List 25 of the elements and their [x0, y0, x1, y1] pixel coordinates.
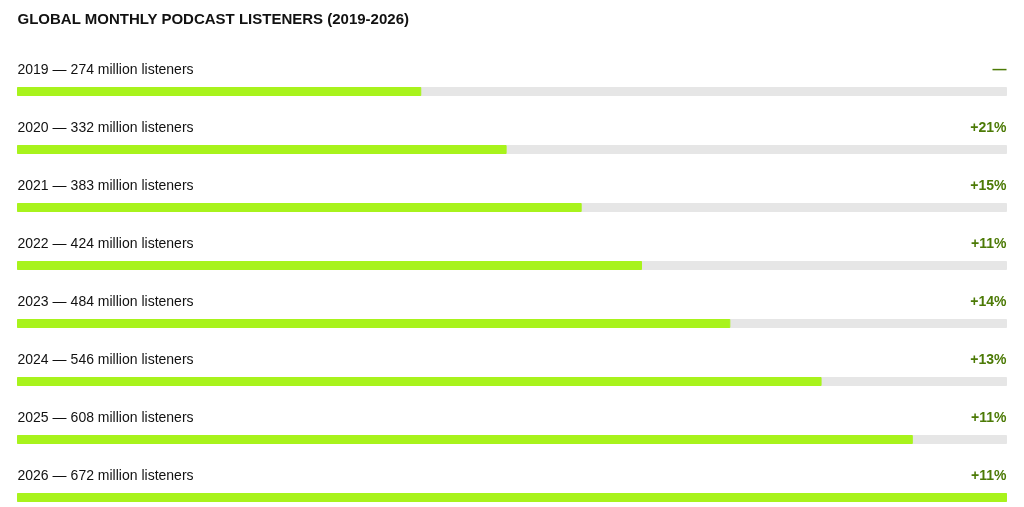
data-label: 484 million listeners: [70, 292, 194, 309]
data-label: 672 million listeners: [70, 466, 194, 483]
annotation: +11%: [971, 234, 1008, 251]
data-label: 274 million listeners: [70, 60, 194, 77]
y-tick-label: 2022 —: [17, 234, 67, 251]
annotation: —: [992, 60, 1007, 77]
y-tick-label: 2020 —: [17, 118, 67, 135]
annotation: +11%: [971, 466, 1008, 483]
data-label: 608 million listeners: [70, 408, 194, 425]
y-tick-label: 2023 —: [17, 292, 67, 309]
annotation: +13%: [970, 350, 1008, 367]
annotation: +14%: [970, 292, 1008, 309]
data-label: 332 million listeners: [70, 118, 194, 135]
chart-title: GLOBAL MONTHLY PODCAST LISTENERS (2019-2026): [17, 10, 409, 27]
y-tick-label: 2019 —: [17, 60, 67, 77]
annotation: +11%: [971, 408, 1008, 425]
data-label: 424 million listeners: [70, 234, 194, 251]
data-label: 546 million listeners: [70, 350, 194, 367]
y-tick-label: 2024 —: [17, 350, 67, 367]
y-tick-label: 2021 —: [17, 176, 67, 193]
annotation: +21%: [970, 118, 1008, 135]
annotation: +15%: [970, 176, 1008, 193]
y-tick-label: 2026 —: [17, 466, 67, 483]
y-tick-label: 2025 —: [17, 408, 67, 425]
data-label: 383 million listeners: [70, 176, 194, 193]
